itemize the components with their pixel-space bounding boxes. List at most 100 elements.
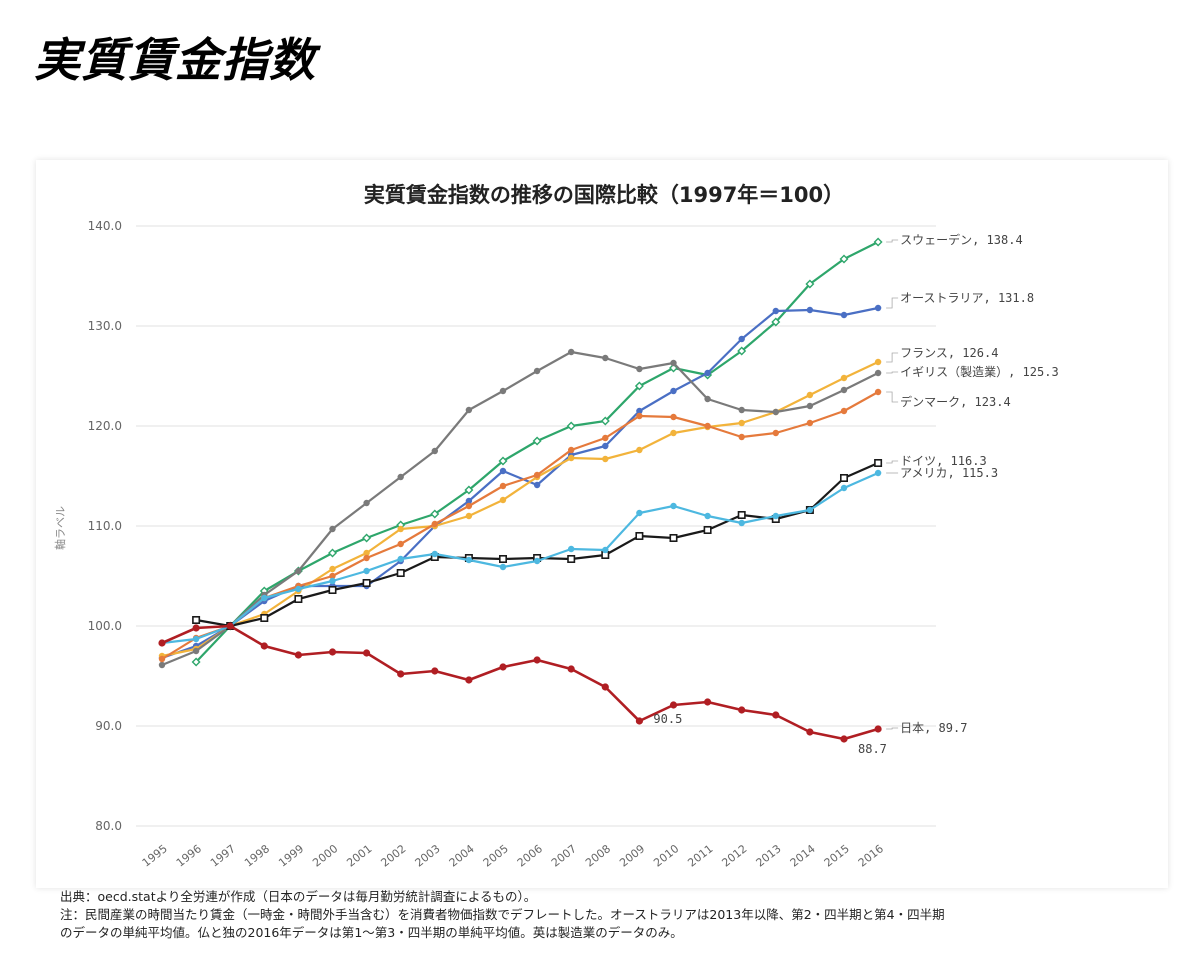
data-point: [362, 533, 372, 543]
data-point: [704, 512, 711, 520]
series-end-label: イギリス（製造業）, 125.3: [900, 365, 1059, 379]
series-line: [161, 350, 879, 667]
data-point: [498, 456, 508, 466]
x-tick-label: 2010: [651, 842, 681, 869]
series-line: [161, 471, 879, 645]
data-point: [328, 548, 337, 558]
x-tick-label: 2012: [719, 842, 749, 869]
data-point: [362, 578, 371, 587]
x-tick-label: 2004: [447, 842, 477, 869]
data-point: [669, 533, 678, 542]
series-end-label: オーストラリア, 131.8: [900, 291, 1034, 305]
data-point: [430, 509, 440, 519]
data-point: [363, 499, 370, 507]
y-tick-label: 130.0: [88, 319, 122, 333]
data-point: [498, 554, 507, 563]
data-point: [738, 706, 746, 714]
data-point: [602, 354, 609, 362]
data-point: [840, 311, 848, 319]
data-point: [533, 367, 541, 375]
data-point: [840, 407, 848, 415]
data-point: [191, 657, 201, 667]
x-tick-label: 2009: [617, 842, 647, 869]
data-point: [465, 512, 473, 520]
x-tick-label: 2013: [754, 842, 784, 869]
data-point: [192, 647, 200, 655]
data-point: [363, 649, 371, 657]
data-point: [568, 545, 575, 553]
data-point: [703, 525, 712, 534]
data-point: [397, 540, 404, 548]
series-line: [161, 361, 879, 658]
data-point: [499, 563, 507, 571]
data-point: [772, 711, 780, 719]
x-tick-label: 1999: [276, 842, 306, 869]
data-point: [329, 565, 336, 573]
series-6: [158, 469, 882, 647]
data-point: [806, 402, 814, 410]
data-point: [772, 307, 779, 315]
data-point: [295, 585, 302, 593]
data-point: [192, 624, 200, 632]
x-tick-label: 2006: [515, 842, 545, 869]
data-point: [874, 725, 882, 733]
data-point: [873, 237, 883, 247]
data-point: [397, 473, 404, 481]
data-point: [840, 484, 848, 492]
data-point: [874, 304, 882, 312]
chart-panel: 実質賃金指数の推移の国際比較（1997年＝100） 80.0 90.0 100.0 1…: [36, 160, 1168, 888]
footnote-line: のデータの単純平均値。仏と独の2016年データは第1～第3・四半期の単純平均値。…: [60, 925, 683, 940]
x-tick-label: 2015: [822, 842, 852, 869]
data-point: [772, 429, 779, 437]
data-point: [636, 407, 643, 415]
x-tick-label: 2008: [583, 842, 613, 869]
label-connector: [886, 391, 899, 403]
data-point: [805, 279, 815, 289]
data-point: [465, 497, 473, 505]
data-point: [568, 446, 575, 454]
data-point: [601, 683, 609, 691]
x-tick-label: 2000: [310, 842, 340, 869]
data-point: [329, 577, 336, 585]
data-point: [635, 531, 644, 540]
data-point: [464, 485, 474, 495]
x-tick-label: 2003: [413, 842, 443, 869]
data-point: [806, 728, 814, 736]
data-point: [294, 594, 303, 603]
data-point: [294, 651, 302, 659]
label-connector: [886, 352, 899, 363]
data-point: [738, 335, 745, 343]
data-point: [636, 412, 643, 420]
data-point: [532, 436, 542, 446]
data-point: [840, 374, 848, 382]
label-connector: [886, 239, 899, 243]
y-tick-label: 110.0: [88, 519, 122, 533]
data-point: [499, 387, 507, 395]
data-point: [600, 416, 610, 426]
data-point: [602, 455, 609, 463]
y-axis-tick-labels: 80.0 90.0 100.0 110.0 120.0 130.0 140.0: [88, 219, 122, 833]
data-point: [431, 550, 438, 558]
data-point: [329, 572, 336, 580]
data-point: [431, 520, 438, 528]
data-point: [602, 546, 609, 554]
data-point: [533, 557, 541, 565]
data-point: [806, 391, 814, 399]
data-point: [670, 413, 677, 421]
data-point: [567, 554, 576, 563]
x-tick-label: 2002: [378, 842, 408, 869]
data-point: [839, 254, 849, 264]
data-point: [670, 359, 677, 367]
data-point: [567, 665, 575, 673]
data-point: [772, 408, 779, 416]
series-end-label: ドイツ, 116.3: [900, 454, 987, 468]
data-point: [465, 556, 473, 564]
data-point: [363, 554, 370, 562]
data-point: [602, 442, 609, 450]
series-line: [161, 391, 879, 660]
data-point: [431, 447, 438, 455]
data-point: [840, 735, 848, 743]
data-point: [158, 639, 166, 647]
data-point: [636, 446, 643, 454]
data-point: [568, 348, 575, 356]
